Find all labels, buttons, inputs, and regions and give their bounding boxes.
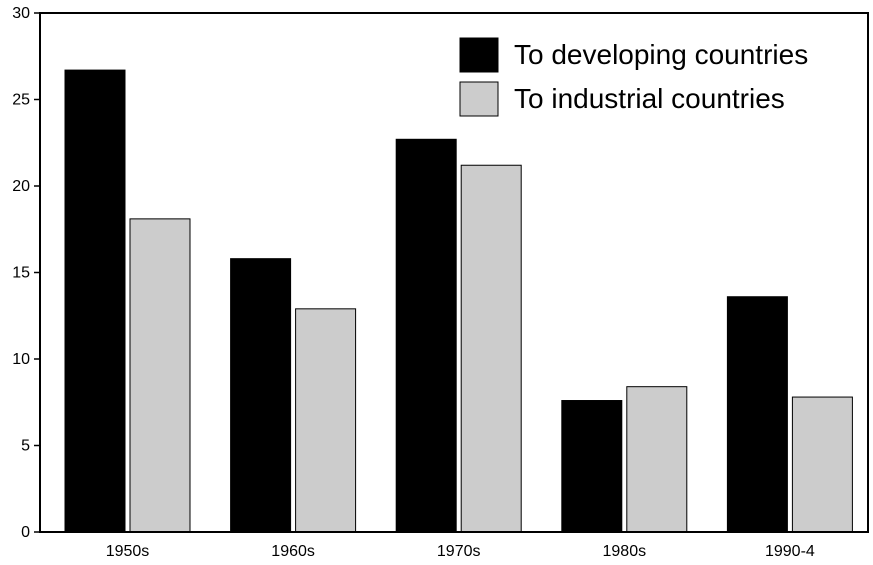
bar-developing <box>395 138 457 533</box>
y-tick-label: 20 <box>12 178 30 195</box>
legend: To developing countries To industrial cou… <box>459 37 808 117</box>
x-tick-label: 1950s <box>106 543 150 560</box>
x-tick-label: 1970s <box>437 543 481 560</box>
bar-industrial <box>129 218 191 533</box>
bar-industrial <box>460 164 522 533</box>
bar-industrial <box>626 386 688 533</box>
bar-industrial <box>295 308 357 533</box>
y-axis: 0 5 10 15 20 25 30 <box>12 5 40 541</box>
legend-label: To industrial countries <box>514 83 785 114</box>
bars <box>64 69 853 533</box>
bar-developing <box>230 258 292 533</box>
bar-developing <box>726 296 788 533</box>
legend-swatch <box>459 81 499 117</box>
bar-developing <box>561 400 623 533</box>
x-tick-label: 1980s <box>603 543 647 560</box>
plot-frame <box>39 12 869 533</box>
y-tick-label: 25 <box>12 92 30 109</box>
y-tick-label: 0 <box>21 524 30 541</box>
y-tick-label: 30 <box>12 5 30 22</box>
bar-industrial <box>791 396 853 533</box>
legend-label: To developing countries <box>514 39 808 70</box>
bar-developing <box>64 69 126 533</box>
y-tick-label: 15 <box>12 265 30 282</box>
y-tick-label: 5 <box>21 438 30 455</box>
y-tick-label: 10 <box>12 351 30 368</box>
x-tick-label: 1960s <box>271 543 315 560</box>
legend-swatch <box>459 37 499 73</box>
x-tick-label: 1990-4 <box>765 543 815 560</box>
x-axis: 1950s 1960s 1970s 1980s 1990-4 <box>106 543 815 560</box>
